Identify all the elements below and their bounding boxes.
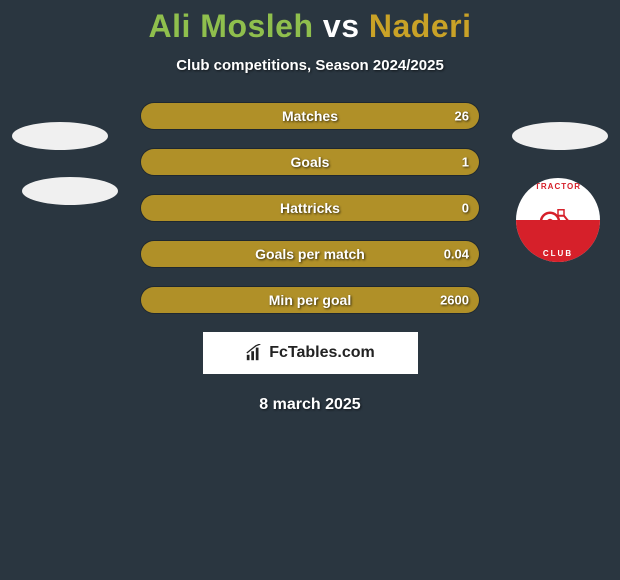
stat-bar: Matches26	[140, 102, 480, 130]
page-title: Ali Mosleh vs Naderi	[0, 8, 620, 45]
date-text: 8 march 2025	[0, 396, 620, 414]
subtitle: Club competitions, Season 2024/2025	[0, 57, 620, 74]
bar-chart-icon	[245, 344, 263, 362]
site-logo: FcTables.com	[203, 332, 418, 374]
stats-bars: Matches26 Goals1 Hattricks0 Goals per match…	[140, 102, 480, 314]
decor-ellipse	[22, 177, 118, 205]
stat-value-right: 0	[462, 201, 469, 216]
stat-label: Goals	[141, 154, 479, 170]
stat-value-right: 1	[462, 155, 469, 170]
stat-bar: Min per goal2600	[140, 286, 480, 314]
stat-bar: Hattricks0	[140, 194, 480, 222]
stat-bar: Goals1	[140, 148, 480, 176]
tractor-icon	[538, 204, 578, 232]
club-badge: TRACTOR CLUB	[516, 178, 600, 262]
vs-text: vs	[323, 8, 360, 44]
stat-bar: Goals per match0.04	[140, 240, 480, 268]
decor-ellipse	[512, 122, 608, 150]
player2-name: Naderi	[369, 8, 472, 44]
stat-label: Matches	[141, 108, 479, 124]
logo-text: FcTables.com	[269, 344, 375, 362]
decor-ellipse	[12, 122, 108, 150]
badge-top-text: TRACTOR	[516, 182, 600, 191]
player1-name: Ali Mosleh	[149, 8, 314, 44]
stat-value-right: 26	[455, 109, 469, 124]
stat-label: Min per goal	[141, 292, 479, 308]
badge-bottom-text: CLUB	[516, 249, 600, 258]
stat-value-right: 0.04	[444, 247, 469, 262]
stat-label: Hattricks	[141, 200, 479, 216]
stat-label: Goals per match	[141, 246, 479, 262]
stat-value-right: 2600	[440, 293, 469, 308]
